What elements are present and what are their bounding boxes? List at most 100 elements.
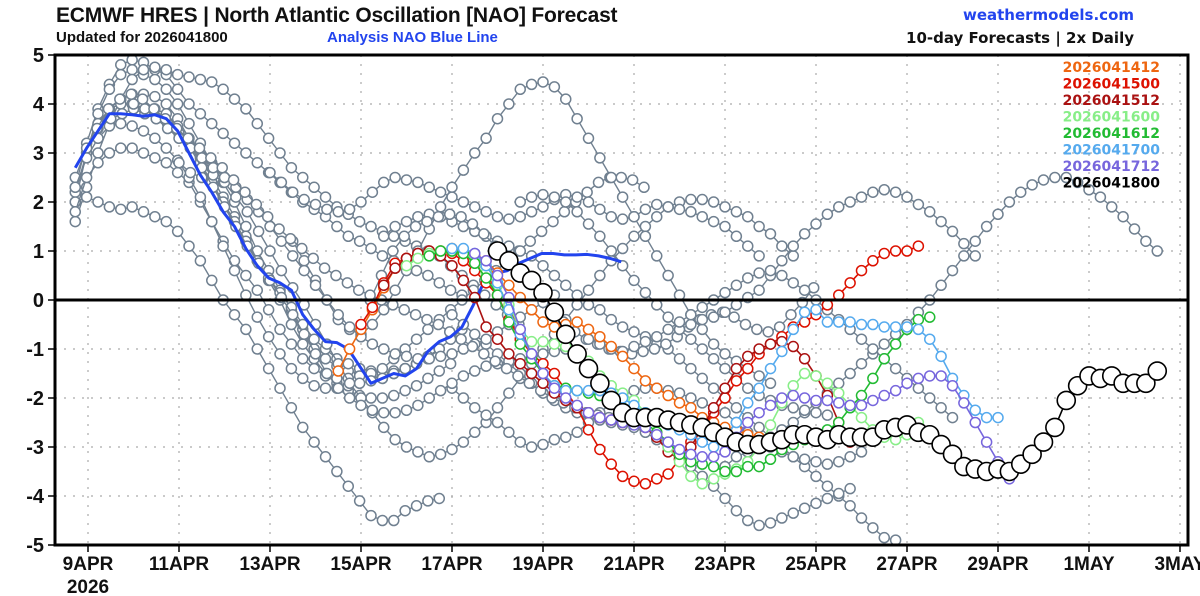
gray-run-point — [287, 186, 299, 198]
forecast-run-2026041412-point — [685, 402, 697, 414]
gray-run-point — [127, 98, 140, 110]
forecast-run-2026041600-point — [412, 252, 424, 265]
forecast-run-2026041600-point — [798, 367, 811, 380]
gray-run-point — [810, 218, 822, 230]
gray-run-point — [410, 333, 423, 345]
gray-run-point — [560, 279, 572, 292]
gray-run-point — [319, 191, 332, 203]
gray-run-point — [605, 313, 617, 326]
gray-run-point — [262, 304, 275, 316]
forecast-run-2026041700-point — [730, 416, 743, 429]
forecast-run-2026041412-point — [582, 323, 595, 336]
gray-run-point — [309, 279, 322, 292]
gray-run-point — [342, 230, 355, 243]
gray-run-point — [469, 201, 481, 213]
gray-run-point — [446, 181, 458, 194]
gray-run-point — [798, 404, 811, 416]
forecast-run-2026041612-point — [855, 389, 868, 402]
gray-run-point — [742, 272, 754, 284]
gray-run-point — [355, 399, 367, 412]
gray-run-point — [137, 147, 150, 159]
gray-run-point — [560, 196, 572, 208]
gray-run-point — [762, 326, 774, 338]
forecast-run-2026041712-point — [980, 436, 993, 448]
gray-run-point — [924, 392, 936, 404]
gray-run-point — [262, 132, 275, 145]
forecast-run-2026041612-point — [480, 272, 492, 284]
gray-run-point — [707, 215, 720, 228]
forecast-run-2026041712-point — [924, 370, 936, 382]
forecast-run-2026041412-point — [343, 343, 356, 355]
gray-run-point — [480, 333, 492, 345]
forecast-run-2026041712-point — [582, 406, 595, 419]
forecast-run-2026041712-point — [821, 394, 834, 407]
gray-run-point — [217, 127, 229, 140]
gray-run-point — [332, 382, 344, 394]
y-axis-ticks: 5 4 3 2 1 0 -1 -2 -3 -4 -5 — [26, 45, 55, 557]
forecast-run-2026041700-point — [992, 411, 1004, 424]
gray-run-point — [651, 198, 663, 211]
forecast-run-2026041712-point — [946, 380, 959, 392]
gray-run-point — [365, 242, 377, 255]
gray-run-point — [388, 389, 400, 402]
gray-run-point — [753, 519, 765, 532]
forecast-run-2026041412-point — [616, 350, 629, 363]
forecast-run-2026041412-point — [605, 340, 617, 353]
gray-run-point — [92, 147, 104, 159]
x-tick-label: 3MAY — [1154, 554, 1200, 575]
latest-forecast-point — [578, 358, 599, 379]
gray-run-point — [240, 147, 252, 159]
gray-run-point — [696, 313, 708, 326]
site-link[interactable]: weathermodels.com — [962, 6, 1134, 24]
gray-run-point — [1015, 186, 1027, 198]
gray-run-point — [287, 250, 299, 262]
gray-run-point — [753, 267, 765, 279]
forecast-run-2026041612-point — [878, 353, 890, 365]
gray-run-point — [821, 409, 834, 421]
latest-forecast-point — [601, 390, 622, 411]
gray-run-point — [592, 176, 605, 189]
gray-run-point — [240, 103, 252, 115]
gray-run-point — [639, 286, 652, 299]
forecast-run-2026041712-point — [548, 382, 561, 394]
gray-run-point — [535, 225, 548, 238]
analysis-note: Analysis NAO Blue Line — [327, 29, 498, 46]
gray-run-point — [503, 98, 515, 110]
gray-run-point — [297, 421, 309, 434]
gray-run-point — [184, 166, 197, 179]
gray-run-point — [217, 240, 229, 252]
gray-run-point — [935, 279, 947, 292]
gray-run-point — [457, 392, 470, 404]
x-axis-ticks: 9APR 2026 11APR 13APR 15APR 17APR 19APR 21APR 23… — [63, 545, 1200, 596]
gray-run-point — [878, 338, 890, 350]
forecast-run-2026041712-point — [560, 392, 572, 404]
y-tick-label: 4 — [33, 94, 45, 116]
x-tick-label: 13APR — [239, 554, 301, 575]
gray-run-point — [673, 203, 686, 216]
gray-run-point — [696, 372, 708, 385]
forecast-run-2026041712-point — [901, 377, 913, 390]
gray-run-point — [719, 362, 731, 375]
gray-run-point — [582, 333, 595, 345]
gray-run-point — [160, 63, 173, 76]
gray-run-point — [821, 458, 834, 470]
gray-run-point — [469, 147, 481, 159]
x-tick-sublabel: 2026 — [67, 577, 109, 596]
latest-forecast-point — [521, 270, 542, 291]
gray-run-point — [343, 321, 356, 333]
x-tick-label: 9APR — [63, 554, 114, 575]
gray-run-point — [183, 71, 195, 83]
gray-run-point — [342, 480, 355, 492]
gray-run-point — [480, 409, 492, 421]
forecast-run-2026041600-point — [787, 380, 799, 392]
gray-run-point — [605, 245, 617, 257]
forecast-run-2026041500-point — [639, 478, 652, 490]
gray-run-point — [605, 210, 617, 223]
gray-run-point — [547, 215, 559, 228]
forecast-run-2026041412-point — [537, 316, 549, 328]
gray-run-point — [466, 218, 479, 230]
latest-forecast-point — [1147, 361, 1168, 381]
forecast-run-2026041512-point — [457, 274, 470, 287]
gray-run-point — [696, 397, 708, 409]
forecast-run-2026041412-point — [628, 362, 640, 375]
